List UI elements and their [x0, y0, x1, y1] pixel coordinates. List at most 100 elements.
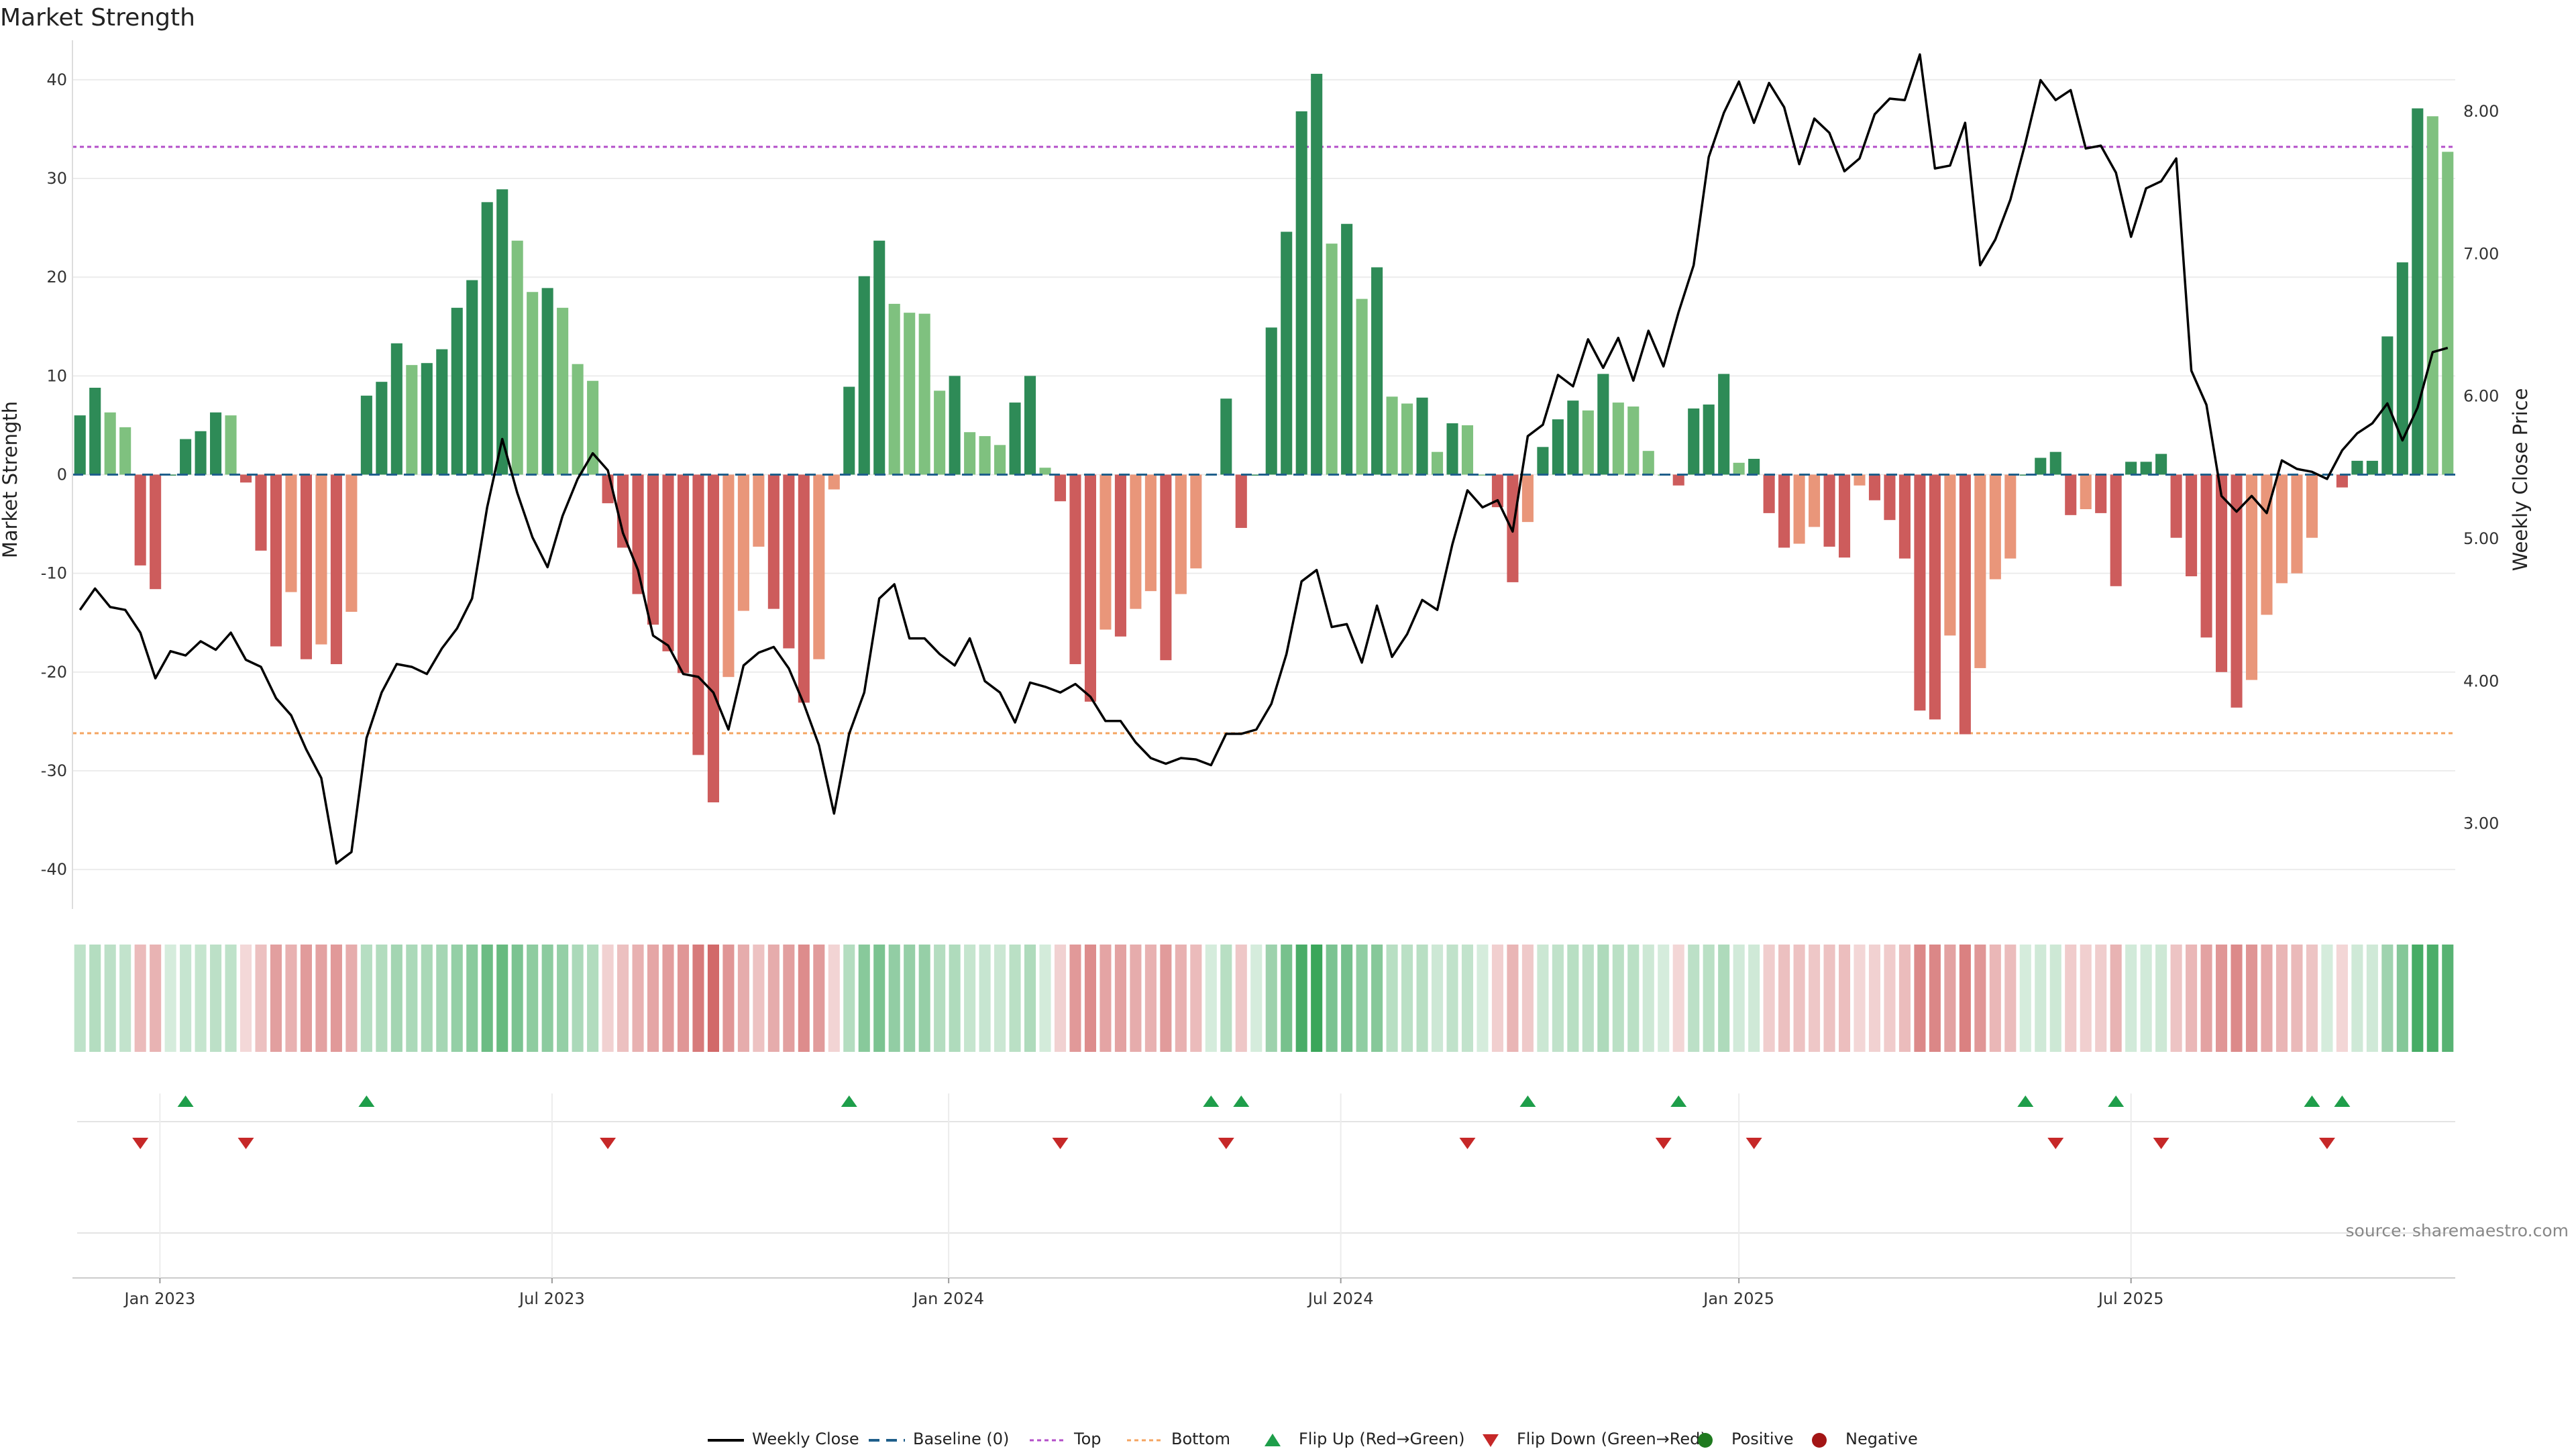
- y-tick-label-right: 4.00: [2463, 672, 2499, 690]
- strength-bar: [180, 439, 192, 475]
- strength-bar: [677, 474, 690, 674]
- heat-cell: [1823, 945, 1835, 1052]
- legend-item: Top: [1030, 1430, 1102, 1448]
- y-tick-label-right: 3.00: [2463, 814, 2499, 833]
- strength-bar: [360, 395, 372, 475]
- legend-label: Flip Up (Red→Green): [1299, 1430, 1465, 1448]
- heat-cell: [1311, 945, 1323, 1052]
- heat-cell: [767, 945, 780, 1052]
- strength-bar: [285, 474, 297, 592]
- flip-up-marker: [1233, 1095, 1250, 1107]
- heat-cell: [662, 945, 674, 1052]
- heat-cell: [210, 945, 222, 1052]
- heat-cell: [74, 945, 86, 1052]
- legend-label: Baseline (0): [913, 1430, 1009, 1448]
- heat-cell: [1371, 945, 1383, 1052]
- strength-bar: [1069, 474, 1081, 665]
- strength-bar: [873, 240, 885, 475]
- x-tick-label: Jul 2025: [2097, 1289, 2164, 1308]
- strength-bar: [1868, 474, 1881, 500]
- strength-bar: [767, 474, 780, 609]
- heat-cell: [949, 945, 961, 1052]
- strength-bar: [2306, 474, 2318, 538]
- heat-cell: [134, 945, 146, 1052]
- flip-up-marker: [2108, 1095, 2125, 1107]
- strength-bar: [1190, 474, 1202, 569]
- heat-cell: [1281, 945, 1293, 1052]
- strength-bar: [904, 313, 916, 475]
- legend-label: Top: [1073, 1430, 1102, 1448]
- strength-bar: [2412, 108, 2424, 475]
- flip-down-marker: [2318, 1138, 2335, 1149]
- heat-cell: [557, 945, 569, 1052]
- heat-cell: [2412, 945, 2424, 1052]
- heat-cell: [2216, 945, 2228, 1052]
- strength-bar: [436, 349, 448, 475]
- heat-cell: [2245, 945, 2258, 1052]
- strength-bar: [1175, 474, 1187, 594]
- flip-down-marker: [1218, 1138, 1234, 1149]
- heat-cell: [1989, 945, 2001, 1052]
- heat-cell: [150, 945, 162, 1052]
- heat-cell: [2095, 945, 2107, 1052]
- heat-cell: [904, 945, 916, 1052]
- heat-cell: [1854, 945, 1866, 1052]
- heat-cell: [873, 945, 885, 1052]
- strength-bar: [1446, 423, 1458, 475]
- flip-down-marker: [132, 1138, 149, 1149]
- heat-cell: [632, 945, 644, 1052]
- heat-cell: [2019, 945, 2031, 1052]
- legend-swatch: [1812, 1433, 1827, 1448]
- strength-bar: [2019, 474, 2031, 476]
- heat-cell: [1069, 945, 1081, 1052]
- strength-bar: [1733, 462, 1745, 475]
- y-tick-label-right: 5.00: [2463, 529, 2499, 548]
- heat-cell: [813, 945, 825, 1052]
- heat-cell: [1431, 945, 1444, 1052]
- legend-item: Bottom: [1127, 1430, 1230, 1448]
- heat-cell: [1552, 945, 1564, 1052]
- heat-cell: [1567, 945, 1579, 1052]
- heat-cell: [285, 945, 297, 1052]
- strength-bar: [934, 390, 946, 475]
- heat-cell: [406, 945, 418, 1052]
- strength-bar: [255, 474, 267, 551]
- strength-bar: [210, 412, 222, 475]
- strength-bar: [2351, 460, 2363, 475]
- heat-cell: [2200, 945, 2212, 1052]
- heat-cell: [1884, 945, 1896, 1052]
- strength-bar: [195, 431, 207, 475]
- heat-cell: [2110, 945, 2122, 1052]
- legend-item: Positive: [1698, 1430, 1794, 1448]
- heat-cell: [1054, 945, 1067, 1052]
- strength-bar: [1461, 425, 1474, 475]
- heat-cell: [164, 945, 176, 1052]
- heat-cell: [511, 945, 523, 1052]
- heat-cell: [1959, 945, 1971, 1052]
- heat-cell: [527, 945, 539, 1052]
- strength-bar: [466, 280, 478, 475]
- strength-bar: [134, 474, 146, 566]
- heat-cell: [360, 945, 372, 1052]
- heat-cell: [2231, 945, 2243, 1052]
- strength-bar: [1537, 447, 1549, 475]
- strength-bar: [647, 474, 659, 625]
- heat-cell: [466, 945, 478, 1052]
- strength-bar: [527, 292, 539, 475]
- heat-cell: [2336, 945, 2348, 1052]
- right-axis: 3.00 4.00 5.00 6.00 7.00 8.00: [2463, 102, 2499, 833]
- legend-label: Bottom: [1171, 1430, 1230, 1448]
- heat-cell: [1446, 945, 1458, 1052]
- heat-cell: [1944, 945, 1956, 1052]
- strength-bar: [2080, 474, 2092, 510]
- strength-bar: [330, 474, 342, 665]
- strength-bar: [1431, 451, 1444, 475]
- heat-cell: [270, 945, 282, 1052]
- flip-down-marker: [1052, 1138, 1069, 1149]
- strength-bar: [2396, 262, 2408, 475]
- strength-bar: [1401, 403, 1413, 475]
- strength-bar: [1295, 111, 1307, 475]
- heat-cell: [1929, 945, 1941, 1052]
- heat-cell: [2065, 945, 2077, 1052]
- heat-cell: [753, 945, 765, 1052]
